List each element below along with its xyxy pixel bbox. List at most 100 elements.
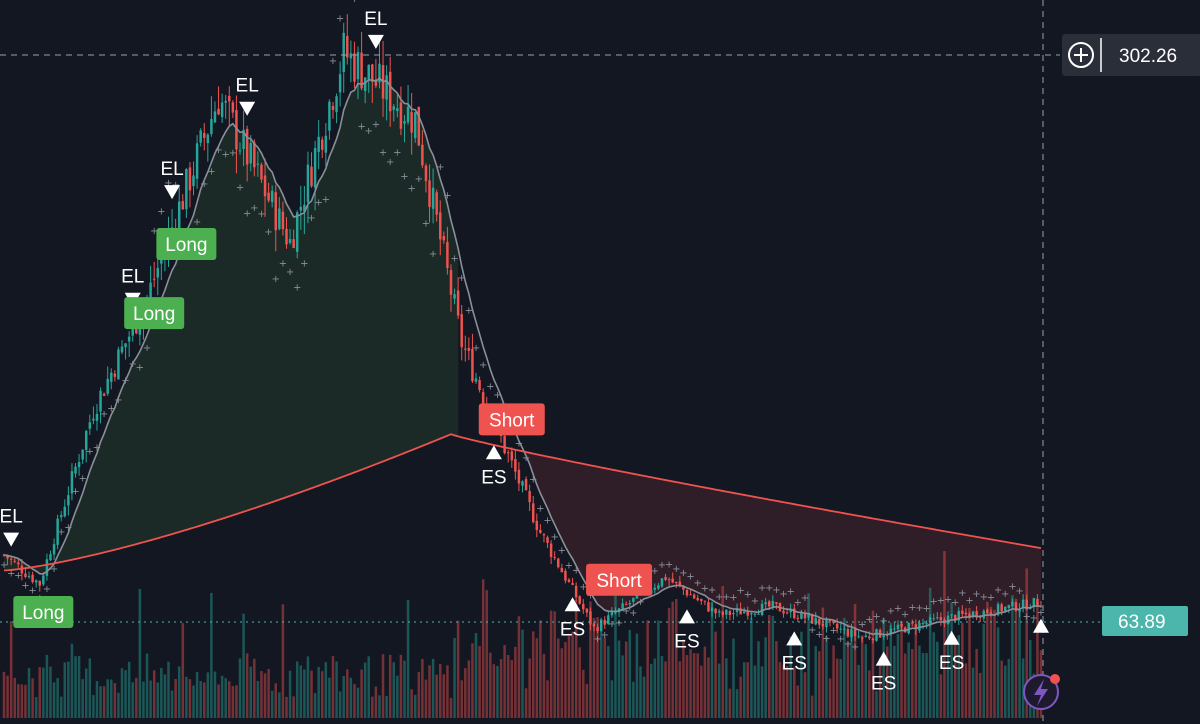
lightning-alert-icon[interactable] <box>1023 674 1060 710</box>
candle-body <box>9 558 13 560</box>
sar-dot: + <box>86 446 94 457</box>
volume-histogram <box>2 551 1043 718</box>
volume-bar <box>578 647 581 718</box>
sar-dot: + <box>472 343 480 354</box>
signal-label: ES <box>871 674 896 695</box>
candle-body <box>120 346 124 353</box>
volume-bar <box>907 642 910 718</box>
volume-bar <box>163 674 167 718</box>
candle-body <box>567 579 571 582</box>
volume-bar <box>557 638 560 718</box>
sar-dot: + <box>250 203 258 214</box>
volume-bar <box>446 665 449 718</box>
candle-body <box>456 290 460 316</box>
candle-body <box>156 267 159 278</box>
volume-bar <box>306 656 310 718</box>
candle-body <box>185 169 188 210</box>
volume-bar <box>127 661 131 718</box>
volume-bar <box>99 686 102 718</box>
volume-bar <box>785 665 789 718</box>
plus-circle-icon[interactable] <box>1068 42 1094 68</box>
candle-body <box>442 235 446 241</box>
volume-bar <box>539 620 542 718</box>
candle-body <box>34 580 38 583</box>
sar-dot: + <box>1008 581 1016 592</box>
sar-dot: + <box>322 195 330 206</box>
volume-bar <box>914 629 918 718</box>
candle-body <box>1032 597 1036 608</box>
sar-dot: + <box>858 620 866 631</box>
candle-body <box>388 71 392 112</box>
volume-bar <box>735 689 739 718</box>
sar-dot: + <box>686 571 694 582</box>
volume-bar <box>363 662 367 718</box>
candle-body <box>1039 606 1043 608</box>
volume-bar <box>767 614 771 718</box>
sar-dot: + <box>987 593 995 604</box>
sar-dot: + <box>43 584 51 595</box>
last-price-tag: 63.89 <box>1102 606 1188 636</box>
candle-body <box>914 624 918 630</box>
volume-bar <box>714 631 717 718</box>
candle-body <box>725 609 728 615</box>
sar-dot: + <box>436 162 444 173</box>
signal-label: ES <box>782 653 807 674</box>
volume-bar <box>49 666 52 718</box>
sar-dot: + <box>479 360 487 371</box>
candle-body <box>349 53 353 59</box>
volume-bar <box>177 666 181 718</box>
candle-body <box>961 610 964 614</box>
volume-bar <box>67 661 70 718</box>
sar-dot: + <box>736 585 744 596</box>
candle-body <box>868 636 871 639</box>
volume-bar <box>764 637 767 718</box>
candle-body <box>1025 599 1028 610</box>
volume-bar <box>742 662 746 718</box>
volume-bar <box>260 671 263 718</box>
volume-bar <box>685 655 689 718</box>
sar-dot: + <box>758 583 766 594</box>
volume-bar <box>1018 609 1021 718</box>
sar-dot: + <box>257 209 265 220</box>
volume-bar <box>1025 568 1028 718</box>
sar-dot: + <box>0 560 8 571</box>
candle-body <box>152 278 156 280</box>
volume-bar <box>285 696 288 718</box>
sar-dot: + <box>214 145 222 156</box>
volume-bar <box>413 694 417 718</box>
volume-bar <box>667 607 671 718</box>
volume-bar <box>524 688 528 718</box>
volume-bar <box>514 646 517 718</box>
volume-bar <box>206 672 210 718</box>
sar-dot: + <box>543 515 551 526</box>
up-triangle-icon <box>786 631 803 646</box>
up-triangle-icon <box>1033 618 1049 633</box>
candle-body <box>467 347 471 351</box>
sar-dot: + <box>622 606 630 617</box>
candle-body <box>313 148 317 188</box>
volume-bar <box>342 675 345 718</box>
candle-body <box>968 613 971 618</box>
volume-bar <box>117 692 120 718</box>
volume-bar <box>138 588 142 718</box>
candle-body <box>710 607 714 612</box>
volume-bar <box>106 679 109 718</box>
sar-dot: + <box>407 183 415 194</box>
candle-body <box>982 610 986 619</box>
candle-body <box>767 601 771 607</box>
volume-bar <box>596 617 599 718</box>
candle-body <box>363 77 367 91</box>
candle-body <box>231 102 235 113</box>
candle-body <box>228 95 231 102</box>
candlestick-series <box>2 14 1043 644</box>
candle-body <box>732 612 735 615</box>
sar-dot: + <box>100 409 108 420</box>
crosshair-price-label[interactable]: 302.26 <box>1062 34 1200 76</box>
candle-body <box>986 609 989 614</box>
sar-dot: + <box>772 585 780 596</box>
candle-body <box>599 619 603 631</box>
sar-dot: + <box>586 591 594 602</box>
sar-dot: + <box>529 475 537 486</box>
volume-bar <box>460 680 463 718</box>
